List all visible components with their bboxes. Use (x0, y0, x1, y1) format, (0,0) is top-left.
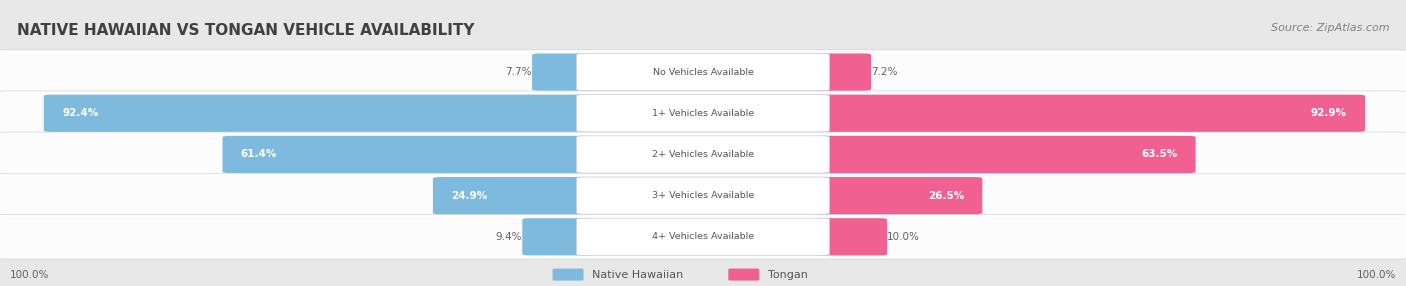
FancyBboxPatch shape (0, 214, 1406, 259)
Text: 26.5%: 26.5% (928, 191, 965, 200)
FancyBboxPatch shape (222, 136, 591, 173)
Text: 100.0%: 100.0% (1357, 270, 1396, 279)
Text: 9.4%: 9.4% (496, 232, 522, 242)
FancyBboxPatch shape (576, 53, 830, 91)
FancyBboxPatch shape (522, 218, 591, 255)
Text: 4+ Vehicles Available: 4+ Vehicles Available (652, 232, 754, 241)
Text: Source: ZipAtlas.com: Source: ZipAtlas.com (1271, 23, 1389, 33)
FancyBboxPatch shape (0, 50, 1406, 94)
Text: 10.0%: 10.0% (887, 232, 920, 242)
FancyBboxPatch shape (0, 173, 1406, 218)
Text: 92.9%: 92.9% (1310, 108, 1347, 118)
FancyBboxPatch shape (815, 136, 1195, 173)
Text: 3+ Vehicles Available: 3+ Vehicles Available (652, 191, 754, 200)
Text: NATIVE HAWAIIAN VS TONGAN VEHICLE AVAILABILITY: NATIVE HAWAIIAN VS TONGAN VEHICLE AVAILA… (17, 23, 474, 38)
Text: No Vehicles Available: No Vehicles Available (652, 67, 754, 77)
FancyBboxPatch shape (0, 132, 1406, 177)
FancyBboxPatch shape (576, 218, 830, 255)
Text: 100.0%: 100.0% (10, 270, 49, 279)
FancyBboxPatch shape (815, 177, 983, 214)
FancyBboxPatch shape (553, 269, 583, 281)
Text: 1+ Vehicles Available: 1+ Vehicles Available (652, 109, 754, 118)
Text: 24.9%: 24.9% (451, 191, 488, 200)
FancyBboxPatch shape (531, 53, 591, 91)
FancyBboxPatch shape (0, 91, 1406, 136)
FancyBboxPatch shape (576, 95, 830, 132)
FancyBboxPatch shape (44, 95, 591, 132)
Text: Native Hawaiian: Native Hawaiian (592, 270, 683, 279)
FancyBboxPatch shape (576, 136, 830, 173)
Text: 7.7%: 7.7% (506, 67, 531, 77)
Text: 63.5%: 63.5% (1142, 150, 1177, 159)
FancyBboxPatch shape (433, 177, 591, 214)
Text: 61.4%: 61.4% (240, 150, 277, 159)
FancyBboxPatch shape (815, 218, 887, 255)
Text: 92.4%: 92.4% (62, 108, 98, 118)
Text: Tongan: Tongan (768, 270, 807, 279)
FancyBboxPatch shape (815, 53, 872, 91)
FancyBboxPatch shape (576, 177, 830, 214)
Text: 7.2%: 7.2% (872, 67, 897, 77)
Text: 2+ Vehicles Available: 2+ Vehicles Available (652, 150, 754, 159)
FancyBboxPatch shape (815, 95, 1365, 132)
FancyBboxPatch shape (728, 269, 759, 281)
